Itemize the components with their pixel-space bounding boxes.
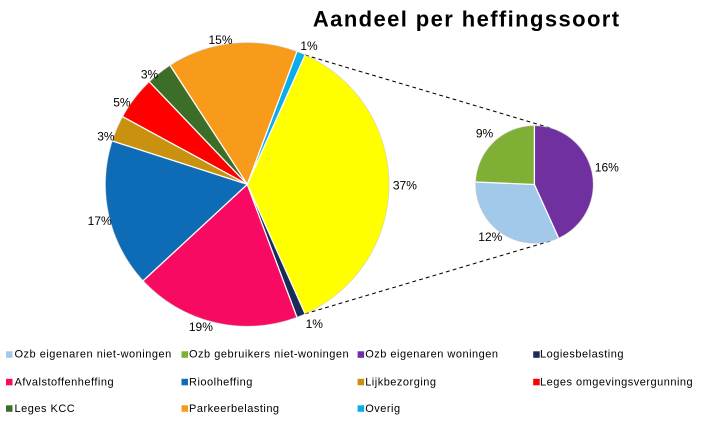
svg-text:3%: 3% xyxy=(141,67,159,81)
svg-text:Leges KCC: Leges KCC xyxy=(15,403,76,415)
svg-text:Parkeerbelasting: Parkeerbelasting xyxy=(189,403,280,415)
svg-text:1%: 1% xyxy=(300,39,318,53)
svg-text:37%: 37% xyxy=(393,178,417,192)
svg-text:Aandeel per heffingssoort: Aandeel per heffingssoort xyxy=(313,7,621,32)
svg-text:15%: 15% xyxy=(208,33,232,47)
svg-text:5%: 5% xyxy=(113,95,131,109)
svg-text:17%: 17% xyxy=(88,214,112,228)
svg-text:Leges omgevingsvergunning: Leges omgevingsvergunning xyxy=(540,377,693,389)
svg-text:Ozb eigenaren woningen: Ozb eigenaren woningen xyxy=(365,349,498,361)
svg-text:Afvalstoffenheffing: Afvalstoffenheffing xyxy=(15,377,115,389)
svg-text:Ozb gebruikers niet-woningen: Ozb gebruikers niet-woningen xyxy=(189,349,349,361)
svg-text:19%: 19% xyxy=(189,320,213,334)
svg-text:3%: 3% xyxy=(97,129,115,143)
svg-text:12%: 12% xyxy=(478,230,502,244)
svg-text:16%: 16% xyxy=(595,161,619,175)
svg-text:Lijkbezorging: Lijkbezorging xyxy=(365,377,436,389)
svg-text:Logiesbelasting: Logiesbelasting xyxy=(540,349,624,361)
svg-text:1%: 1% xyxy=(306,317,324,331)
svg-text:Ozb eigenaren niet-woningen: Ozb eigenaren niet-woningen xyxy=(15,349,172,361)
svg-text:9%: 9% xyxy=(476,127,494,141)
svg-text:Rioolheffing: Rioolheffing xyxy=(189,377,253,389)
svg-text:Overig: Overig xyxy=(365,403,400,415)
